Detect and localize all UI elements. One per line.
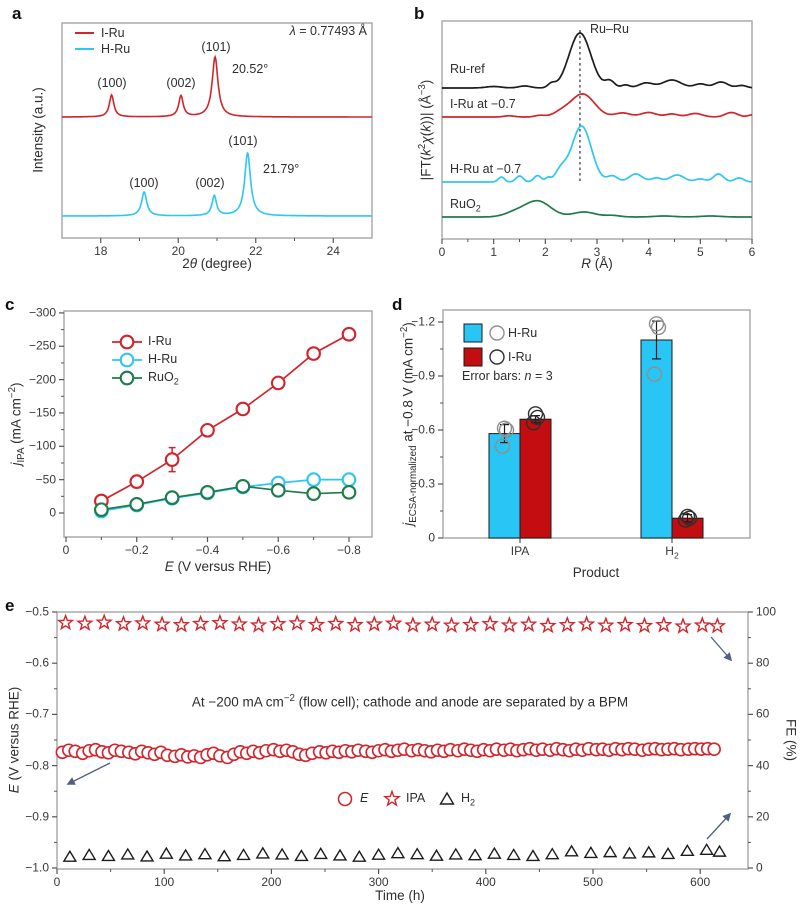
panel-e-legend-2: H2 xyxy=(461,791,476,808)
panel-d-legend-1: I-Ru xyxy=(508,350,532,364)
panel-d-y-tick: −0.3 xyxy=(411,476,435,491)
panel-a-peak-label: (101) xyxy=(201,40,231,54)
panel-d-y-tick: −0.6 xyxy=(411,422,435,437)
panel-c-y-tick: 0 xyxy=(49,505,56,520)
panel-d-y-tick: 0 xyxy=(428,530,435,545)
panel-b-curve-label: H-Ru at −0.7 xyxy=(450,162,522,176)
panel-e-y-tick: −0.8 xyxy=(25,757,49,772)
panel-e-y-tick-right: 0 xyxy=(756,860,763,875)
panel-e-y-tick-right: 60 xyxy=(756,706,770,721)
panel-a-peak-label: (002) xyxy=(166,76,196,90)
panel-e-y-tick: −0.9 xyxy=(25,809,49,824)
panel-a-x-tick: 22 xyxy=(249,244,263,258)
panel-e-y-tick: −0.6 xyxy=(25,655,49,670)
panel-c-y-tick: −300 xyxy=(28,305,56,320)
panel-e-y-tick-right: 40 xyxy=(756,757,770,772)
panel-e-y-tick: −0.7 xyxy=(25,706,49,721)
panel-e-y-tick: −0.5 xyxy=(25,604,49,619)
panel-a-legend-H-Ru: H-Ru xyxy=(101,42,131,56)
panel-e-right-y-axis-title: FE (%) xyxy=(783,719,799,761)
panel-b-letter: b xyxy=(414,4,425,23)
panel-e-letter: e xyxy=(5,596,15,615)
panel-c-x-tick: −0.4 xyxy=(195,543,220,557)
panel-e-x-tick: 400 xyxy=(475,875,496,889)
panel-a-peak-label: (101) xyxy=(228,134,258,148)
panel-d-letter: d xyxy=(392,295,403,314)
panel-e-x-tick: 500 xyxy=(582,875,604,889)
panel-e-x-axis-title: Time (h) xyxy=(375,888,425,903)
panel-d-y-tick: −1.2 xyxy=(411,314,435,329)
panel-a-peak-label: (100) xyxy=(97,76,127,90)
panel-d-errorbar-note: Error bars: n = 3 xyxy=(462,369,553,383)
panel-b-x-tick: 2 xyxy=(541,245,549,259)
panel-a-wavelength-label: λ = 0.77493 Å xyxy=(289,24,367,38)
panel-c-x-axis-title: E (V versus RHE) xyxy=(164,559,272,574)
panel-e-x-tick: 600 xyxy=(690,875,711,889)
panel-e-left-y-axis-title: E (V versus RHE) xyxy=(6,686,22,794)
panel-e-x-tick: 100 xyxy=(154,875,175,889)
panel-c-y-tick: −50 xyxy=(35,471,56,486)
panel-a-peak-label: 21.79° xyxy=(263,162,300,176)
panel-a-x-tick: 24 xyxy=(326,244,340,258)
panel-c-y-tick: −100 xyxy=(28,438,56,453)
panel-b-curve-label: Ru-ref xyxy=(450,62,485,76)
panel-c-x-tick: −0.6 xyxy=(266,543,291,557)
panel-d-x-axis-title: Product xyxy=(572,565,620,580)
panel-c-x-tick: −0.8 xyxy=(337,543,361,557)
panel-b-curve-label: RuO2 xyxy=(450,197,481,214)
panel-b-curve-label: I-Ru at −0.7 xyxy=(450,97,516,111)
panel-e-y-tick-right: 100 xyxy=(756,604,777,619)
panel-a-legend-I-Ru: I-Ru xyxy=(101,26,125,40)
panel-d-category-label: H2 xyxy=(665,544,679,561)
panel-a-x-tick: 18 xyxy=(94,244,108,258)
panel-e-x-tick: 0 xyxy=(53,875,61,889)
panel-a-peak-label: 20.52° xyxy=(232,62,269,76)
panel-c-legend-0: I-Ru xyxy=(148,334,172,348)
panel-b-ru-ru-label: Ru–Ru xyxy=(590,22,629,36)
panel-d-legend-0: H-Ru xyxy=(508,326,538,340)
panel-c-x-tick: −0.2 xyxy=(124,543,149,557)
panel-c-legend-1: H-Ru xyxy=(148,352,178,366)
panel-e-y-tick: −1.0 xyxy=(25,860,49,875)
panel-b-x-tick: 3 xyxy=(593,245,601,259)
panel-c-y-tick: −150 xyxy=(28,405,56,420)
panel-e-y-tick-right: 80 xyxy=(756,655,770,670)
panel-c-y-axis-title: jIPA (mA cm−2) xyxy=(6,382,28,466)
panel-c-letter: c xyxy=(5,295,15,314)
panel-e-x-tick: 300 xyxy=(368,875,389,889)
panel-b-x-axis-title: R (Å) xyxy=(581,256,613,271)
panel-e-y-tick-right: 20 xyxy=(756,809,770,824)
panel-a-y-axis-title: Intensity (a.u.) xyxy=(30,87,46,173)
panel-b-x-tick: 1 xyxy=(490,245,497,259)
panel-a-x-axis-title: 2θ (degree) xyxy=(182,256,252,271)
panel-b-y-axis-title: |FT(k2χ(k))| (Å−3) xyxy=(417,79,434,181)
panel-e-legend-0: E xyxy=(360,791,369,805)
panel-d-category-label: IPA xyxy=(510,544,530,558)
panel-e-x-tick: 200 xyxy=(261,875,282,889)
panel-b-x-tick: 5 xyxy=(697,245,704,259)
panel-c-y-tick: −200 xyxy=(28,371,56,386)
panel-d-y-tick: −0.9 xyxy=(411,368,435,383)
panel-b-x-tick: 4 xyxy=(645,245,653,259)
panel-b-x-tick: 6 xyxy=(748,245,756,259)
panel-e-condition-annotation: At −200 mA cm−2 (flow cell); cathode and… xyxy=(191,693,629,710)
panel-c-legend-2: RuO2 xyxy=(148,370,179,387)
panel-a-peak-label: (002) xyxy=(195,176,225,190)
panel-a-letter: a xyxy=(12,4,22,23)
panel-c-y-tick: −250 xyxy=(28,338,56,353)
panel-a-peak-label: (100) xyxy=(129,176,159,190)
panel-b-x-tick: 0 xyxy=(438,245,446,259)
panel-e-legend-1: IPA xyxy=(406,791,426,805)
panel-c-x-tick: 0 xyxy=(62,543,70,557)
panel-a-x-tick: 20 xyxy=(171,244,185,258)
